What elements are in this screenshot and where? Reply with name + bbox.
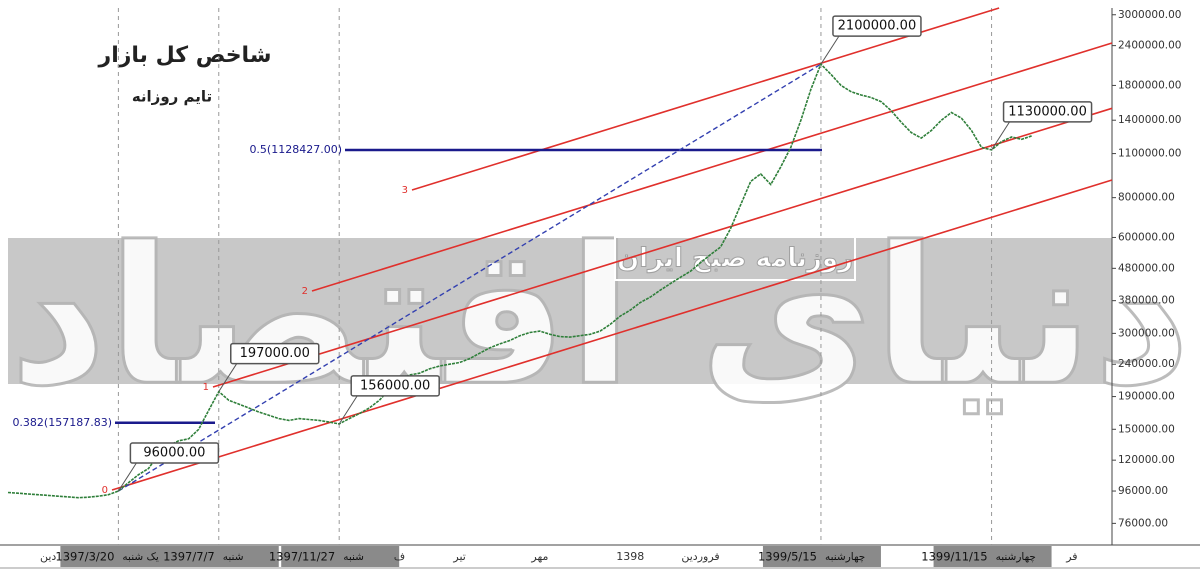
weekday-label: چهارشنبه — [825, 551, 865, 563]
y-tick-label: 600000.00 — [1118, 231, 1175, 243]
data-label: 96000.00 — [143, 446, 205, 461]
y-tick-label: 480000.00 — [1118, 262, 1175, 274]
watermark-tagline: روزنامه صبح ایران — [617, 244, 853, 274]
channel-label: 2 — [302, 286, 308, 297]
channel-label: 3 — [402, 185, 408, 196]
x-tick-label: 1398 — [616, 550, 644, 563]
y-tick-label: 96000.00 — [1118, 485, 1168, 497]
y-tick-label: 76000.00 — [1118, 517, 1168, 529]
watermark-logo: دنیای اقتصاد — [9, 206, 1190, 427]
weekday-label: یک شنبه — [122, 551, 158, 563]
y-tick-label: 2400000.00 — [1118, 40, 1181, 52]
date-box — [60, 546, 179, 567]
channel-line — [111, 179, 1113, 491]
x-tick-label: دین — [40, 550, 56, 563]
x-tick-label: ف — [394, 550, 405, 563]
callout-box — [1002, 101, 1093, 123]
level-label: 0.5(1128427.00) — [249, 143, 342, 156]
level-label: 0.382(157187.83) — [12, 416, 112, 429]
x-tick-label: مهر — [530, 550, 548, 563]
data-label: 1130000.00 — [1008, 104, 1087, 119]
x-tick-label: 1399/11/15 — [921, 550, 987, 564]
x-tick-label: 1399/5/15 — [758, 550, 817, 564]
date-box — [933, 546, 1052, 567]
y-tick-label: 150000.00 — [1118, 423, 1175, 435]
channel-line — [411, 7, 1000, 191]
x-tick-label: فر — [1065, 550, 1077, 563]
y-tick-label: 3000000.00 — [1118, 9, 1181, 21]
x-tick-label: 1397/11/27 — [269, 550, 335, 564]
y-tick-label: 1800000.00 — [1118, 79, 1181, 91]
data-label: 156000.00 — [360, 378, 430, 393]
callout-pointer — [991, 121, 1010, 151]
watermark-box — [614, 236, 856, 281]
callout-box — [230, 342, 320, 365]
weekday-label: شنبه — [223, 551, 244, 563]
y-tick-label: 190000.00 — [1118, 391, 1175, 403]
x-tick-label: 1397/3/20 — [55, 550, 114, 564]
y-tick-label: 1400000.00 — [1118, 114, 1181, 126]
trend-link — [118, 63, 822, 492]
y-tick-label: 120000.00 — [1118, 454, 1175, 466]
data-label: 197000.00 — [240, 346, 310, 361]
x-tick-label: فروردین — [681, 550, 719, 563]
y-tick-label: 300000.00 — [1118, 327, 1175, 339]
y-tick-label: 800000.00 — [1118, 192, 1175, 204]
callout-box — [350, 375, 440, 397]
x-tick-label: تیر — [452, 550, 465, 563]
channel-line — [311, 42, 1113, 292]
channel-label: 1 — [203, 382, 209, 393]
data-label: 2100000.00 — [838, 19, 917, 34]
callout-pointer — [117, 462, 137, 492]
watermark-band — [8, 238, 1112, 384]
callout-pointer — [218, 363, 238, 392]
weekday-label: شنبه — [343, 551, 364, 563]
weekday-label: چهارشنبه — [996, 551, 1036, 563]
callout-pointer — [338, 395, 358, 425]
x-tick-label: 1397/7/7 — [163, 550, 215, 564]
channel-line — [212, 107, 1113, 388]
date-box — [762, 546, 881, 567]
callout-pointer — [820, 35, 840, 65]
channel-label: 0 — [102, 485, 108, 496]
y-tick-label: 1100000.00 — [1118, 148, 1181, 160]
chart-subtitle: تایم روزانه — [132, 88, 212, 106]
y-tick-label: 380000.00 — [1118, 295, 1175, 307]
callout-box — [832, 15, 922, 37]
date-box — [160, 546, 279, 567]
date-box — [281, 546, 400, 567]
chart-title: شاخص کل بازار — [98, 43, 272, 68]
index-line — [7, 62, 1032, 499]
y-tick-label: 240000.00 — [1118, 358, 1175, 370]
callout-box — [129, 442, 220, 464]
